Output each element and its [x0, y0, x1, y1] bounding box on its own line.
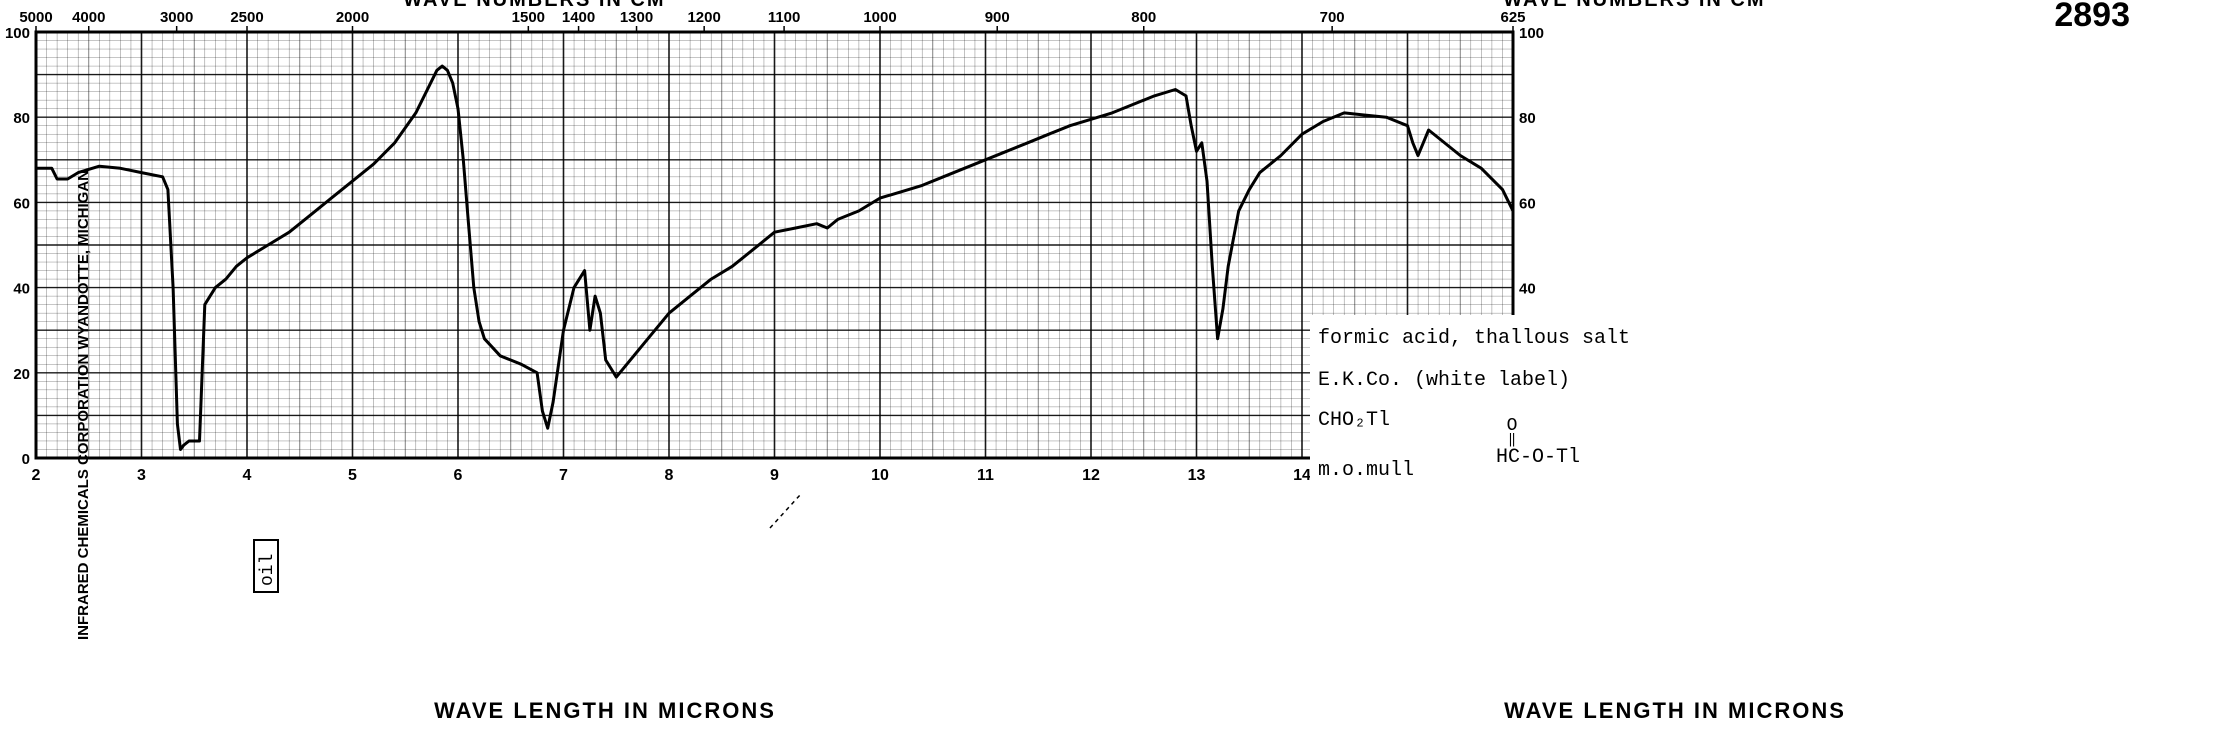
sample-medium: m.o.mull [1318, 459, 1414, 482]
y-tick-label-left: 40 [13, 281, 30, 298]
y-tick-label-left: 20 [13, 366, 30, 383]
wavenumber-tick-label: 1200 [687, 9, 720, 26]
x-tick-label: 10 [871, 467, 889, 484]
oil-annotation: oil [258, 554, 278, 586]
spectrum-series-line [36, 64, 1515, 451]
structure-bottom: HC-O-Tl [1496, 446, 1580, 469]
wavenumber-tick-label: 800 [1131, 9, 1156, 26]
structure-top: O [1507, 416, 1518, 436]
wavenumber-tick-label: 1100 [768, 9, 801, 26]
wavenumber-tick-label: 900 [985, 9, 1010, 26]
sample-label-box [1310, 315, 1650, 495]
y-tick-label-right: 40 [1519, 281, 1536, 298]
sample-id: 2893 [2054, 0, 2130, 34]
x-tick-label: 3 [137, 467, 146, 484]
y-tick-label-left: 0 [22, 451, 30, 468]
x-tick-label: 5 [348, 467, 357, 484]
x-tick-label: 7 [559, 467, 568, 484]
x-tick-label: 8 [665, 467, 674, 484]
x-tick-label: 2 [32, 467, 41, 484]
y-tick-label-right: 100 [1519, 25, 1544, 42]
bottom-axis-title-right: WAVE LENGTH IN MICRONS [1504, 698, 1846, 723]
wavenumber-tick-label: 1000 [863, 9, 896, 26]
wavenumber-tick-label: 3000 [160, 9, 193, 26]
x-tick-label: 11 [977, 467, 994, 484]
y-tick-label-left: 80 [13, 110, 30, 127]
x-tick-label: 4 [243, 467, 252, 484]
sample-name: formic acid, thallous salt [1318, 327, 1630, 350]
top-axis-title-left: WAVE NUMBERS IN CM⁻¹ [403, 0, 687, 11]
wavenumber-tick-label: 1500 [512, 9, 545, 26]
structure-mid: ‖ [1508, 432, 1516, 447]
wavenumber-tick-label: 4000 [72, 9, 105, 26]
wavenumber-tick-label: 700 [1320, 9, 1345, 26]
y-tick-labels-left: 0 20 40 60 80 100 [5, 25, 30, 468]
x-tick-label: 14 [1293, 467, 1311, 484]
plot-frame [34, 30, 1515, 460]
chart-grid [35, 31, 1514, 459]
sample-source: E.K.Co. (white label) [1318, 369, 1570, 392]
x-tick-label: 13 [1188, 467, 1206, 484]
wavenumber-tick-label: 625 [1500, 9, 1525, 26]
x-tick-label: 9 [770, 467, 779, 484]
y-tick-label-right: 60 [1519, 195, 1536, 212]
y-tick-label-right: 80 [1519, 110, 1536, 127]
wavenumber-tick-label: 1300 [620, 9, 653, 26]
x-tick-label: 12 [1082, 467, 1100, 484]
wavenumber-tick-label: 2000 [336, 9, 369, 26]
wavenumber-tick-label: 5000 [19, 9, 52, 26]
sample-formula: CHO₂Tl [1318, 409, 1390, 432]
wavenumber-tick-label: 1400 [562, 9, 595, 26]
wavenumber-tick-label: 2500 [230, 9, 263, 26]
oil-annotation-box [253, 539, 279, 593]
y-tick-label-left: 60 [13, 195, 30, 212]
wavenumber-tick-labels: 5000 4000 3000 2500 2000 1500 1400 1300 1200 1100… [19, 9, 1526, 32]
x-tick-label: 6 [454, 467, 463, 484]
top-axis-title-right: WAVE NUMBERS IN CM⁻¹ [1503, 0, 1787, 11]
y-tick-label-left: 100 [5, 25, 30, 42]
bottom-axis-title-left: WAVE LENGTH IN MICRONS [434, 698, 776, 723]
publisher-text: INFRARED CHEMICALS CORPORATION WYANDOTTE… [75, 170, 92, 640]
